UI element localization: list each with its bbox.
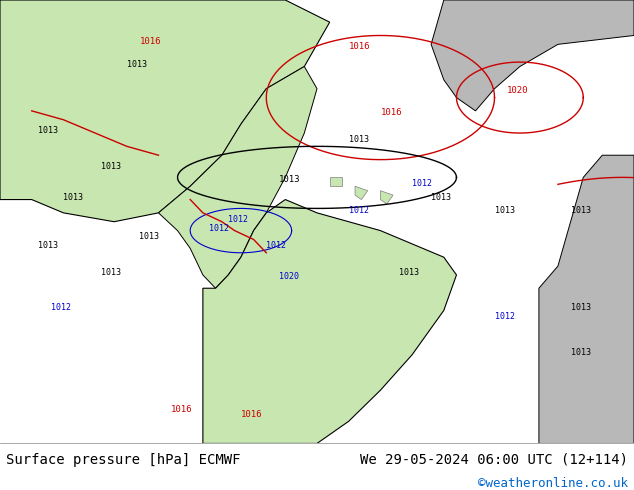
Text: 1012: 1012 (266, 242, 287, 250)
Polygon shape (158, 67, 317, 288)
Polygon shape (203, 199, 456, 443)
Polygon shape (380, 191, 393, 204)
Text: 1012: 1012 (495, 312, 515, 321)
Text: Surface pressure [hPa] ECMWF: Surface pressure [hPa] ECMWF (6, 453, 241, 467)
Text: 1012: 1012 (228, 215, 249, 224)
Polygon shape (330, 177, 342, 186)
Text: 1013: 1013 (571, 303, 591, 313)
Text: 1013: 1013 (399, 268, 420, 277)
Text: 1012: 1012 (209, 223, 230, 233)
Text: 1020: 1020 (279, 272, 299, 281)
Polygon shape (539, 155, 634, 443)
Text: 1013: 1013 (127, 59, 147, 69)
Text: 1016: 1016 (171, 405, 193, 415)
Text: 1013: 1013 (63, 193, 84, 201)
Polygon shape (0, 0, 330, 221)
Text: 1013: 1013 (139, 232, 160, 242)
Text: 1013: 1013 (349, 135, 369, 144)
Text: 1020: 1020 (507, 86, 529, 95)
Polygon shape (431, 0, 634, 111)
Text: 1012: 1012 (349, 206, 369, 215)
Text: 1013: 1013 (571, 206, 591, 215)
Text: ©weatheronline.co.uk: ©weatheronline.co.uk (477, 476, 628, 490)
Text: 1013: 1013 (38, 242, 58, 250)
Text: 1013: 1013 (431, 193, 451, 201)
Text: 1012: 1012 (51, 303, 71, 313)
Text: 1012: 1012 (412, 179, 432, 188)
Text: 1013: 1013 (101, 162, 122, 171)
Text: 1016: 1016 (241, 410, 262, 419)
Text: We 29-05-2024 06:00 UTC (12+114): We 29-05-2024 06:00 UTC (12+114) (359, 453, 628, 467)
Polygon shape (355, 186, 368, 199)
Text: 1013: 1013 (571, 348, 591, 357)
Text: 1013: 1013 (38, 126, 58, 135)
Text: 1013: 1013 (495, 206, 515, 215)
Text: 1016: 1016 (380, 108, 402, 117)
Text: 1013: 1013 (101, 268, 122, 277)
Text: 1016: 1016 (349, 42, 370, 51)
Text: 1016: 1016 (139, 37, 161, 47)
Text: 1013: 1013 (279, 175, 301, 184)
